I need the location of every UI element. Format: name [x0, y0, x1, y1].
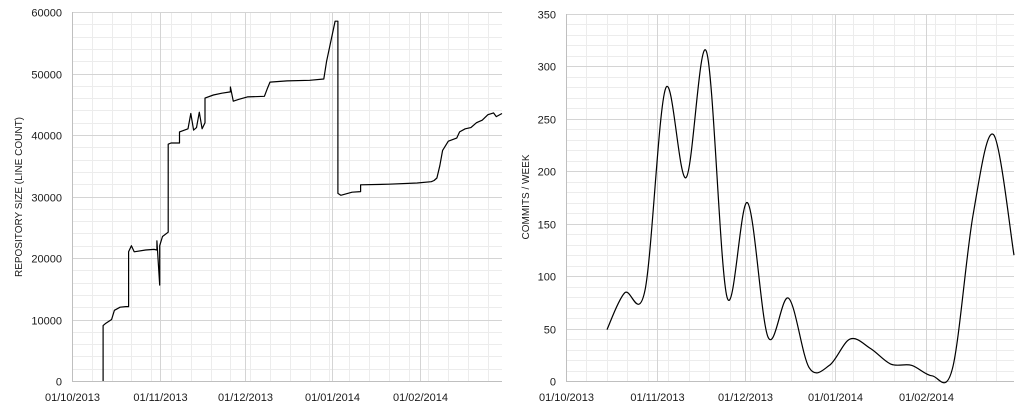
x-tick-label: 01/10/2013	[539, 392, 594, 404]
y-tick-label: 300	[538, 62, 556, 74]
x-tick-label: 01/01/2014	[808, 392, 863, 404]
x-tick-label: 01/12/2013	[218, 392, 273, 404]
y-tick-label: 0	[550, 377, 556, 389]
y-tick-label: 50	[544, 325, 556, 337]
y-tick-label: 10000	[31, 316, 62, 328]
y-tick-label: 100	[538, 272, 556, 284]
right-chart: 01/10/2013 01/11/2013 01/12/2013 01/01/2014…	[521, 10, 1015, 404]
y-tick-label: 150	[538, 220, 556, 232]
x-tick-label: 01/10/2013	[45, 392, 100, 404]
x-tick-label: 01/12/2013	[718, 392, 773, 404]
y-tick-label: 40000	[31, 131, 62, 143]
y-tick-label: 250	[538, 115, 556, 127]
repository-size-line	[102, 20, 503, 381]
left-y-axis-label: REPOSITORY SIZE (LINE COUNT)	[14, 117, 25, 277]
x-tick-label: 01/02/2014	[899, 392, 954, 404]
right-y-axis-label: COMMITS / WEEK	[521, 154, 532, 239]
y-tick-label: 20000	[31, 254, 62, 266]
y-tick-label: 30000	[31, 193, 62, 205]
y-tick-label: 60000	[31, 8, 62, 20]
left-chart: 01/10/2013 01/11/2013 01/12/2013 01/01/2014…	[14, 8, 503, 404]
x-tick-label: 01/02/2014	[393, 392, 448, 404]
x-tick-label: 01/11/2013	[630, 392, 684, 404]
y-tick-label: 200	[538, 167, 556, 179]
y-tick-label: 0	[56, 377, 62, 389]
y-tick-label: 350	[538, 10, 556, 22]
y-tick-label: 50000	[31, 70, 62, 82]
commits-per-week-line	[606, 49, 1015, 384]
x-tick-label: 01/11/2013	[133, 392, 187, 404]
x-tick-label: 01/01/2014	[305, 392, 360, 404]
